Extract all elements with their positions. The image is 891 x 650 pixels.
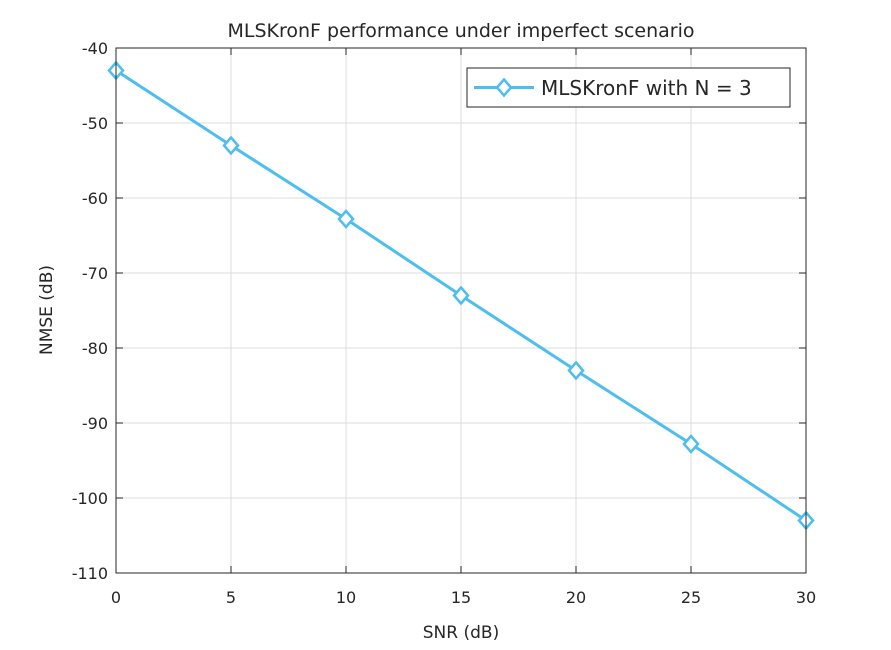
y-tick-label: -90 <box>82 414 108 433</box>
y-axis-label: NMSE (dB) <box>37 265 57 355</box>
grid <box>116 48 806 573</box>
x-tick-label: 20 <box>566 588 586 607</box>
chart-title: MLSKronF performance under imperfect sce… <box>227 20 694 42</box>
y-tick-label: -80 <box>82 339 108 358</box>
legend-entry-label: MLSKronF with N = 3 <box>541 76 752 100</box>
x-axis-label: SNR (dB) <box>423 623 499 643</box>
y-tick-label: -100 <box>72 489 108 508</box>
x-tick-label: 10 <box>336 588 356 607</box>
plot-frame <box>115 47 807 574</box>
x-tick-label: 0 <box>111 588 121 607</box>
legend: MLSKronF with N = 3 <box>466 67 791 108</box>
x-tick-label: 5 <box>226 588 236 607</box>
data-point-marker <box>222 135 240 156</box>
data-point-marker <box>682 434 700 454</box>
x-tick-label: 25 <box>681 588 701 607</box>
data-point-marker <box>452 285 470 306</box>
y-tick-label: -40 <box>82 39 108 58</box>
y-tick-label: -50 <box>82 114 108 133</box>
y-tick-label: -110 <box>72 564 108 583</box>
y-tick-label: -60 <box>82 189 108 208</box>
ticks: 0 5 10 15 20 25 30 -40 -50 -60 -70 -80 -90 -100 -110 <box>72 39 816 607</box>
x-tick-label: 30 <box>796 588 816 607</box>
data-point-marker <box>567 360 585 381</box>
legend-diamond-marker <box>495 77 513 98</box>
y-tick-label: -70 <box>82 264 108 283</box>
data-point-marker <box>337 209 355 229</box>
x-tick-label: 15 <box>451 588 471 607</box>
